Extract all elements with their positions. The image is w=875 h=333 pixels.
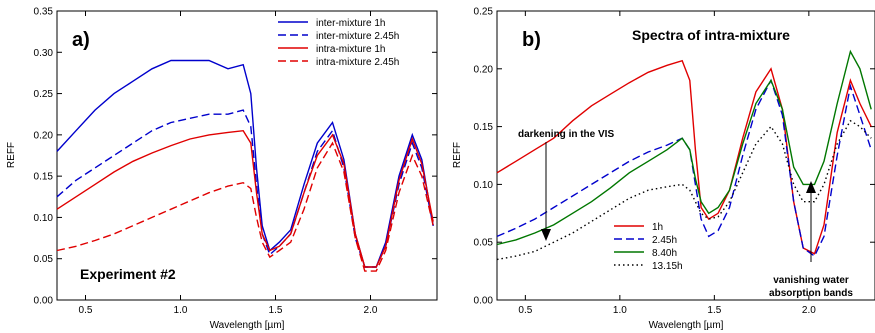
chart-title-b: Spectra of intra-mixture <box>632 27 790 43</box>
series-line-13-15h <box>496 119 872 261</box>
x-axis-label-b: Wavelength [µm] <box>649 320 724 331</box>
chart-panel-a: 0.00 0.05 0.10 0.15 0.20 0.25 0.30 0.35 0.5 1.0 1… <box>6 7 438 331</box>
y-tick-label: 0.10 <box>474 180 494 191</box>
panel-label-b: b) <box>522 29 541 51</box>
y-tick-label: 0.25 <box>34 89 54 100</box>
panel-label-a: a) <box>72 29 90 51</box>
annotation-experiment: Experiment #2 <box>80 266 176 282</box>
y-tick-label: 0.10 <box>34 213 54 224</box>
series-line-intra-mixture-2-45h <box>56 141 434 272</box>
y-tick-label: 0.15 <box>474 122 494 133</box>
legend-a: inter-mixture 1h inter-mixture 2.45h intra… <box>278 18 399 68</box>
arrowhead-darkening <box>541 229 551 241</box>
legend-entry: inter-mixture 1h <box>316 18 385 29</box>
series-line-intra-mixture-1h <box>56 129 434 268</box>
series-line-2-45h <box>496 78 872 258</box>
y-tick-label: 0.35 <box>34 7 54 18</box>
x-tick-label: 1.0 <box>174 305 188 316</box>
x-ticks-b: 0.5 1.0 1.5 2.0 <box>518 11 816 316</box>
y-tick-label: 0.20 <box>34 130 54 141</box>
y-tick-label: 0.05 <box>34 254 54 265</box>
legend-entry: 1h <box>652 222 663 233</box>
x-tick-label: 1.0 <box>613 305 627 316</box>
y-tick-label: 0.00 <box>34 296 54 307</box>
annotation-vanishing-2: absorption bands <box>769 288 853 299</box>
y-ticks-b: 0.00 0.05 0.10 0.15 0.20 0.25 <box>474 7 875 307</box>
x-tick-label: 1.5 <box>269 305 283 316</box>
legend-entry: inter-mixture 2.45h <box>316 31 399 42</box>
y-tick-label: 0.05 <box>474 238 494 249</box>
legend-entry: 13.15h <box>652 261 683 272</box>
x-axis-label-a: Wavelength [µm] <box>210 320 285 331</box>
x-ticks-a: 0.5 1.0 1.5 2.0 <box>79 11 378 316</box>
y-ticks-a: 0.00 0.05 0.10 0.15 0.20 0.25 0.30 0.35 <box>34 7 437 307</box>
chart-panel-b: 0.00 0.05 0.10 0.15 0.20 0.25 0.5 1.0 1.5 2.0 b)… <box>452 7 875 331</box>
y-tick-label: 0.30 <box>34 48 54 59</box>
series-line-8-40h <box>496 49 872 246</box>
legend-entry: intra-mixture 2.45h <box>316 57 399 68</box>
x-tick-label: 1.5 <box>707 305 721 316</box>
annotation-darkening: darkening in the VIS <box>518 129 614 140</box>
x-tick-label: 2.0 <box>802 305 816 316</box>
annotation-vanishing-1: vanishing water <box>773 275 849 286</box>
plot-frame-b <box>496 10 875 301</box>
arrowhead-vanishing <box>806 181 816 193</box>
legend-entry: 8.40h <box>652 248 677 259</box>
y-axis-label-a: REFF <box>6 142 17 168</box>
x-tick-label: 0.5 <box>518 305 532 316</box>
series-line-inter-mixture-1h <box>56 59 434 268</box>
legend-entry: intra-mixture 1h <box>316 44 385 55</box>
y-tick-label: 0.15 <box>34 172 54 183</box>
x-tick-label: 0.5 <box>79 305 93 316</box>
series-lines-a <box>56 59 434 272</box>
series-lines-b <box>496 49 872 261</box>
series-line-inter-mixture-2-45h <box>56 109 434 268</box>
y-tick-label: 0.00 <box>474 296 494 307</box>
x-tick-label: 2.0 <box>364 305 378 316</box>
legend-entry: 2.45h <box>652 235 677 246</box>
y-tick-label: 0.25 <box>474 7 494 18</box>
y-tick-label: 0.20 <box>474 64 494 75</box>
y-axis-label-b: REFF <box>452 142 463 168</box>
plot-frame-a <box>56 10 438 301</box>
legend-b: 1h 2.45h 8.40h 13.15h <box>614 222 683 272</box>
series-line-1h <box>496 59 872 255</box>
